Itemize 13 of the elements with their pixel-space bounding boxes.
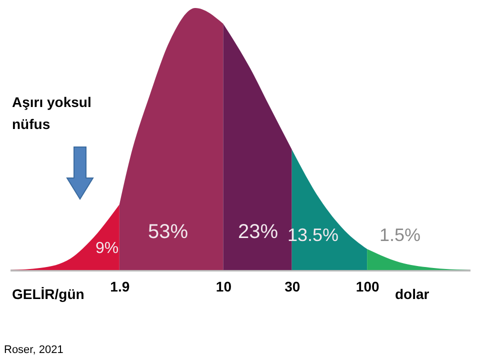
annotation: 13.5% <box>287 225 339 245</box>
annotation: 9% <box>95 240 119 257</box>
x-tick-label: 100 <box>356 278 380 294</box>
x-tick-label: 1.9 <box>110 278 130 294</box>
annotation: 53% <box>148 221 188 243</box>
x-tick-label: 30 <box>284 278 300 294</box>
x-tick-label: 10 <box>216 278 232 294</box>
text: GELİR/gün <box>12 286 84 302</box>
text: Roser, 2021 <box>4 344 64 356</box>
annotation: 1.5% <box>379 225 421 245</box>
text: dolar <box>395 286 430 302</box>
annotation: 23% <box>238 221 278 243</box>
annotation: Aşırı yoksul nüfus <box>12 94 92 132</box>
